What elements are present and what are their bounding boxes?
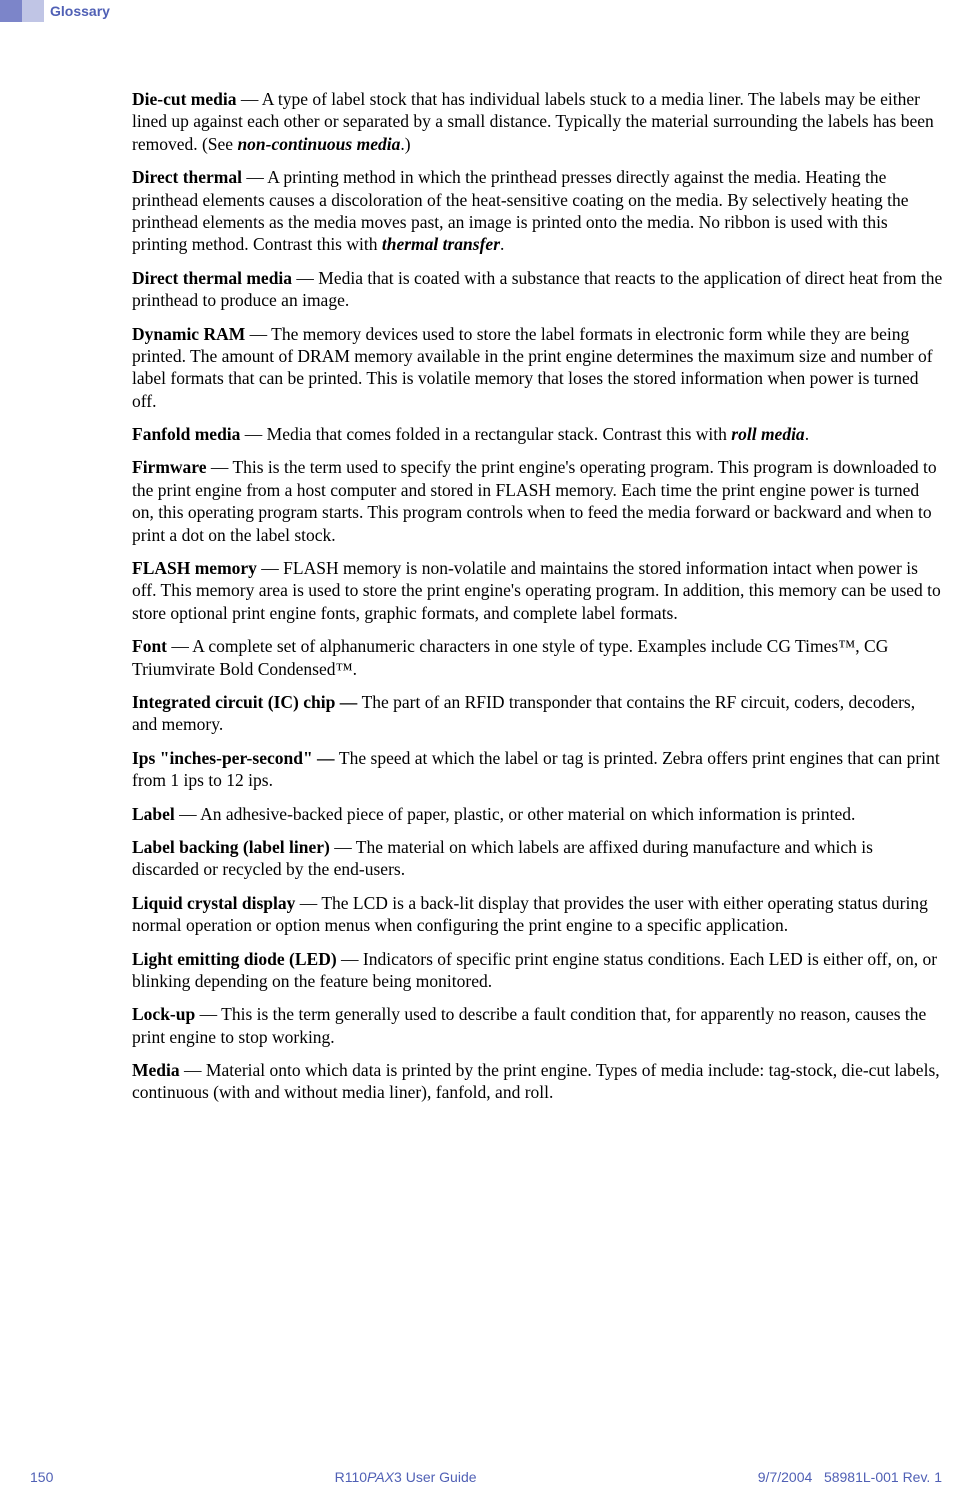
- term: Light emitting diode (LED): [132, 949, 337, 969]
- term: Direct thermal: [132, 167, 242, 187]
- entry-die-cut-media: Die-cut media — A type of label stock th…: [132, 88, 944, 155]
- guide-italic: PAX: [367, 1469, 394, 1485]
- term: Lock-up: [132, 1004, 195, 1024]
- guide-prefix: R110: [335, 1469, 367, 1485]
- cross-reference: non-continuous media: [237, 134, 400, 154]
- term: Firmware: [132, 457, 207, 477]
- term: Label backing (label liner): [132, 837, 330, 857]
- entry-ic-chip: Integrated circuit (IC) chip — The part …: [132, 691, 944, 736]
- entry-media: Media — Material onto which data is prin…: [132, 1059, 944, 1104]
- term: Dynamic RAM: [132, 324, 245, 344]
- guide-suffix: 3 User Guide: [394, 1469, 476, 1485]
- entry-ips: Ips "inches-per-second" — The speed at w…: [132, 747, 944, 792]
- term: Integrated circuit (IC) chip —: [132, 692, 362, 712]
- term: Direct thermal media: [132, 268, 292, 288]
- footer-guide-title: R110PAX3 User Guide: [53, 1469, 757, 1485]
- entry-dynamic-ram: Dynamic RAM — The memory devices used to…: [132, 323, 944, 413]
- glossary-content: Die-cut media — A type of label stock th…: [132, 88, 944, 1115]
- entry-label-backing: Label backing (label liner) — The materi…: [132, 836, 944, 881]
- definition-text: — Media that comes folded in a rectangul…: [240, 424, 731, 444]
- entry-font: Font — A complete set of alphanumeric ch…: [132, 635, 944, 680]
- header-title: Glossary: [50, 3, 110, 19]
- footer-doc-info: 9/7/2004 58981L-001 Rev. 1: [758, 1469, 942, 1485]
- definition-text: — This is the term generally used to des…: [132, 1004, 926, 1046]
- term: Ips "inches-per-second" —: [132, 748, 339, 768]
- entry-led: Light emitting diode (LED) — Indicators …: [132, 948, 944, 993]
- entry-flash-memory: FLASH memory — FLASH memory is non-volat…: [132, 557, 944, 624]
- definition-text: — A complete set of alphanumeric charact…: [132, 636, 888, 678]
- entry-lcd: Liquid crystal display — The LCD is a ba…: [132, 892, 944, 937]
- header-bar: Glossary: [0, 0, 110, 22]
- page-number: 150: [30, 1469, 53, 1485]
- entry-fanfold-media: Fanfold media — Media that comes folded …: [132, 423, 944, 445]
- entry-direct-thermal-media: Direct thermal media — Media that is coa…: [132, 267, 944, 312]
- entry-direct-thermal: Direct thermal — A printing method in wh…: [132, 166, 944, 256]
- definition-after: .: [805, 424, 809, 444]
- definition-text: — Material onto which data is printed by…: [132, 1060, 940, 1102]
- header-block-dark: [0, 0, 22, 22]
- footer-docnum: 58981L-001 Rev. 1: [824, 1469, 942, 1485]
- term: FLASH memory: [132, 558, 257, 578]
- cross-reference: thermal transfer: [382, 234, 500, 254]
- footer-date: 9/7/2004: [758, 1469, 813, 1485]
- definition-text: — An adhesive-backed piece of paper, pla…: [175, 804, 856, 824]
- definition-text: — A printing method in which the printhe…: [132, 167, 909, 254]
- entry-firmware: Firmware — This is the term used to spec…: [132, 456, 944, 546]
- entry-label: Label — An adhesive-backed piece of pape…: [132, 803, 944, 825]
- term: Fanfold media: [132, 424, 240, 444]
- definition-after: .: [500, 234, 504, 254]
- header-block-wrapper: [0, 0, 44, 22]
- term: Liquid crystal display: [132, 893, 295, 913]
- definition-text: — The memory devices used to store the l…: [132, 324, 933, 411]
- header-block-light: [22, 0, 44, 22]
- term: Media: [132, 1060, 180, 1080]
- term: Font: [132, 636, 167, 656]
- definition-text: — This is the term used to specify the p…: [132, 457, 937, 544]
- footer: 150 R110PAX3 User Guide 9/7/2004 58981L-…: [0, 1469, 972, 1485]
- cross-reference: roll media: [731, 424, 804, 444]
- entry-lockup: Lock-up — This is the term generally use…: [132, 1003, 944, 1048]
- term: Label: [132, 804, 175, 824]
- definition-after: .): [400, 134, 410, 154]
- term: Die-cut media: [132, 89, 237, 109]
